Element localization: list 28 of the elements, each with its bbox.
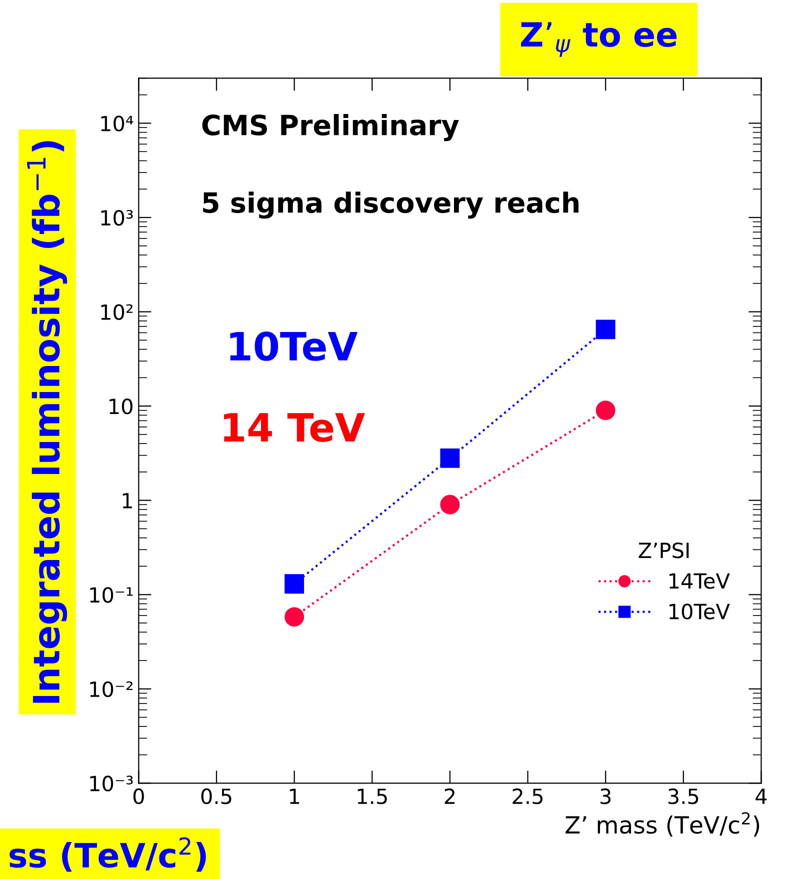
x-tick-label: 1.5	[358, 788, 387, 804]
x-tick-label: 3	[600, 788, 611, 804]
y-tick-label: 10⁻³	[90, 776, 133, 792]
text: ss (TeV/c$^{2}$)	[10, 837, 206, 872]
y-tick-label: 10³	[101, 210, 133, 226]
annotation: CMS Preliminary	[202, 114, 459, 142]
annotation: 14 TeV	[224, 413, 365, 442]
y-tick-label: 10⁻²	[90, 681, 133, 698]
y-tick-label: 10²	[101, 304, 133, 320]
y-tick-label: 1	[122, 493, 132, 508]
y-axis-title: Integrated luminosity (fb$^{−1}$)	[27, 141, 68, 703]
y-tick-label: 10⁴	[101, 116, 134, 132]
annotation: 5 sigma discovery reach	[203, 192, 578, 219]
x-tick-label: 0	[133, 788, 144, 804]
legend-title: Z’PSI	[638, 542, 689, 558]
x-tick-label: 2	[444, 788, 454, 804]
y-tick-label: 10	[110, 398, 132, 414]
x-tick-label: 4	[756, 788, 767, 804]
y-tick-label: 10⁻¹	[90, 587, 133, 603]
annotation: 10TeV	[230, 332, 358, 361]
legend-label: 14TeV	[670, 573, 730, 589]
x-tick-label: 2.5	[512, 788, 543, 804]
chart-title: Z’$_{ψ}$ to ee	[521, 22, 677, 57]
x-tick-label: 0.5	[201, 788, 232, 804]
x-tick-label: 1	[290, 788, 300, 804]
x-axis-title: Z’ mass (TeV/c$^{2}$)	[566, 812, 760, 837]
legend-label: 10TeV	[670, 604, 730, 620]
x-tick-label: 3.5	[668, 788, 698, 804]
